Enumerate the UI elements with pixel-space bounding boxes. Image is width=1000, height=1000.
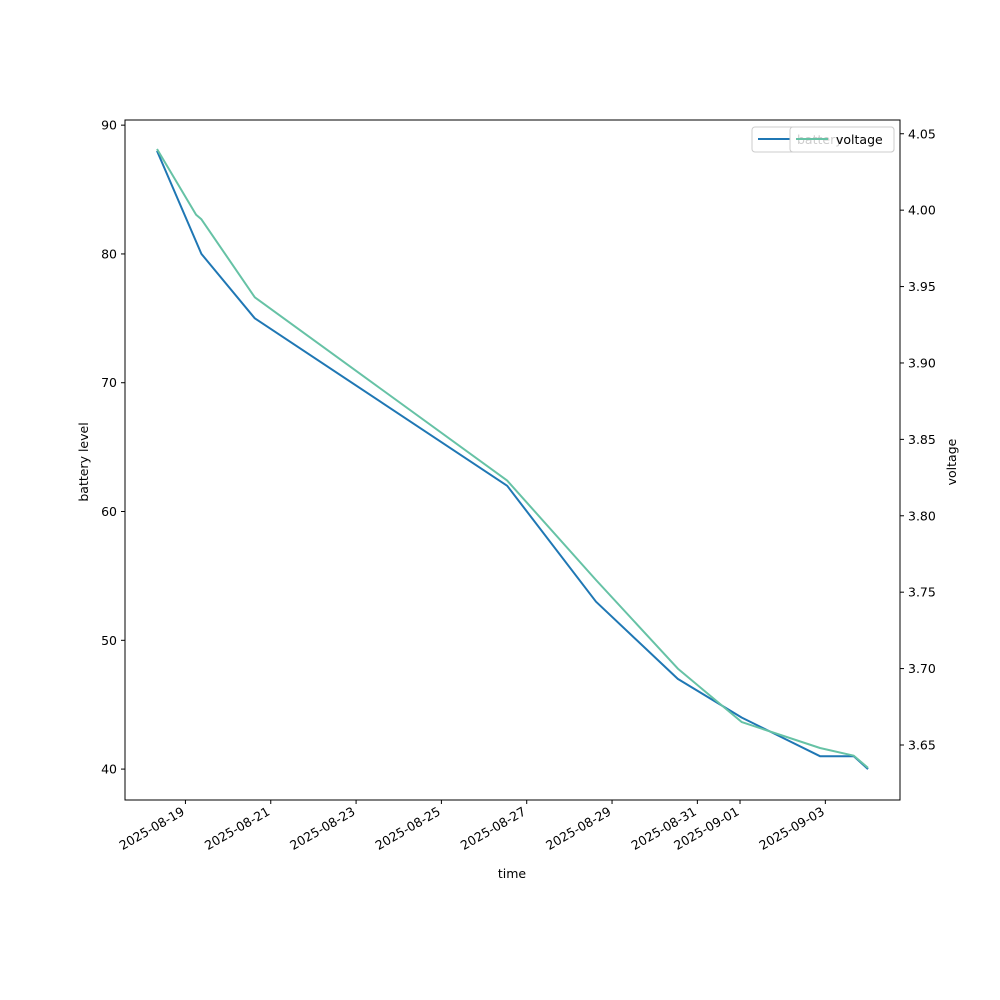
x-tick-label: 2025-08-29 [543, 804, 613, 853]
plot-lines [156, 148, 869, 770]
y-left-tick-label: 40 [101, 762, 117, 777]
x-tick-label: 2025-08-25 [372, 804, 442, 853]
y-right-tick-label: 3.75 [908, 585, 936, 600]
x-tick-label: 2025-08-27 [458, 804, 528, 853]
y-axis-label-left: battery level [76, 422, 91, 501]
y-right-tick-label: 3.70 [908, 661, 936, 676]
series-line-battery [156, 150, 869, 770]
series-line-voltage [156, 148, 869, 769]
y-axis-label-right: voltage [944, 438, 959, 485]
x-tick-label: 2025-08-23 [287, 804, 357, 853]
legend-label-voltage: voltage [836, 132, 883, 147]
x-tick-label: 2025-09-03 [756, 804, 826, 853]
y-right-tick-label: 4.00 [908, 203, 936, 218]
y-left-tick-label: 90 [101, 118, 117, 133]
y-right-tick-label: 3.95 [908, 279, 936, 294]
x-tick-label: 2025-08-19 [117, 804, 187, 853]
x-axis-label: time [498, 866, 527, 881]
y-left-tick-label: 70 [101, 375, 117, 390]
x-tick-label: 2025-08-21 [202, 804, 272, 853]
legend: batteryvoltage [751, 126, 895, 153]
y-left-tick-label: 50 [101, 633, 117, 648]
y-left-tick-label: 60 [101, 504, 117, 519]
y-right-tick-label: 3.80 [908, 508, 936, 523]
plot-frame [124, 119, 901, 801]
y-right-tick-label: 3.85 [908, 432, 936, 447]
y-right-tick-label: 3.65 [908, 737, 936, 752]
y-right-tick-label: 3.90 [908, 355, 936, 370]
legend-box-voltage [789, 126, 895, 153]
axes: 2025-08-19 2025-08-21 2025-08-23 2025-08-25… [101, 118, 936, 853]
y-left-tick-label: 80 [101, 246, 117, 261]
y-right-tick-label: 4.05 [908, 126, 936, 141]
